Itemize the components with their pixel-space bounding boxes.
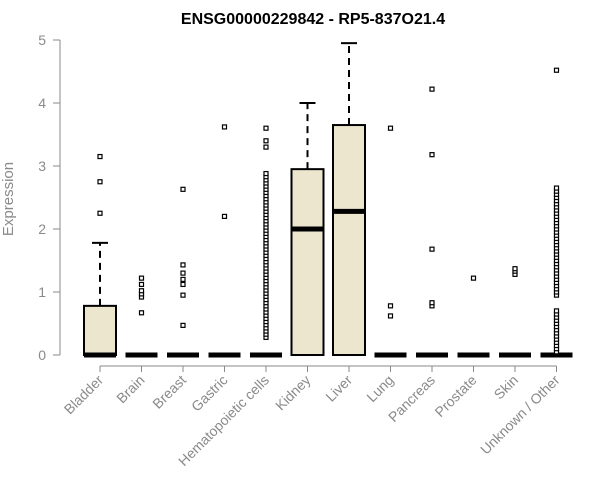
outlier-point: [553, 185, 560, 191]
outlier-point: [180, 292, 186, 298]
outlier-point: [97, 210, 103, 216]
outlier-point: [180, 276, 186, 282]
x-tick-label: Prostate: [431, 372, 479, 420]
outlier-point: [138, 310, 145, 316]
outlier-point: [180, 262, 186, 268]
x-tick-label: Breast: [149, 372, 189, 412]
outlier-point: [221, 213, 228, 219]
outlier-point: [429, 300, 435, 306]
outlier-point: [470, 275, 477, 281]
outlier-point: [138, 275, 145, 281]
outlier-point: [221, 124, 228, 130]
outlier-point: [387, 313, 394, 319]
chart-title: ENSG00000229842 - RP5-837O21.4: [181, 11, 445, 28]
y-tick-label: 1: [38, 284, 46, 300]
outlier-point: [387, 125, 394, 131]
box-group: [540, 67, 573, 358]
outlier-point: [553, 67, 560, 73]
outlier-point: [97, 179, 103, 185]
outlier-point: [138, 288, 145, 294]
outlier-point: [180, 270, 186, 276]
box-group: [290, 102, 325, 356]
x-tick-label: Liver: [322, 372, 355, 405]
box-rect: [332, 124, 366, 356]
box-group: [457, 275, 490, 358]
y-tick-label: 0: [38, 347, 46, 363]
box-group: [499, 266, 531, 358]
outlier-point: [138, 281, 145, 288]
box-group: [332, 42, 366, 356]
x-tick-label: Skin: [491, 372, 522, 403]
box-group: [416, 86, 448, 358]
outlier-point: [429, 246, 435, 252]
box-rect: [83, 304, 117, 356]
y-axis-title: Expression: [0, 162, 17, 236]
x-tick-label: Lung: [363, 372, 396, 405]
y-tick-label: 3: [38, 158, 46, 174]
box-group: [125, 275, 158, 358]
y-tick-label: 2: [38, 221, 46, 237]
outlier-point: [97, 153, 103, 160]
y-tick-label: 5: [38, 32, 46, 48]
x-tick-label: Unknown / Other: [477, 372, 563, 458]
outlier-point: [553, 308, 560, 314]
outlier-point: [263, 125, 269, 131]
x-tick-label: Bladder: [61, 372, 107, 418]
outlier-point: [512, 266, 518, 272]
outlier-point: [180, 281, 186, 288]
outlier-point: [180, 322, 186, 328]
outlier-point: [263, 170, 269, 177]
outlier-point: [429, 152, 435, 158]
box-group: [374, 125, 407, 358]
box-rect: [290, 168, 325, 356]
outlier-point: [263, 144, 269, 150]
outlier-point: [429, 86, 435, 92]
box-series: [83, 42, 573, 358]
y-tick-label: 4: [38, 95, 46, 111]
box-group: [250, 125, 282, 358]
y-axis: 0 1 2 3 4 5: [38, 32, 61, 363]
x-tick-label: Kidney: [272, 372, 314, 414]
outlier-point: [180, 186, 186, 192]
box-group: [83, 153, 117, 358]
outlier-point: [387, 303, 394, 309]
x-tick-label: Brain: [113, 372, 147, 406]
box-group: [167, 186, 199, 358]
outlier-point: [263, 138, 269, 144]
box-group: [208, 124, 241, 358]
